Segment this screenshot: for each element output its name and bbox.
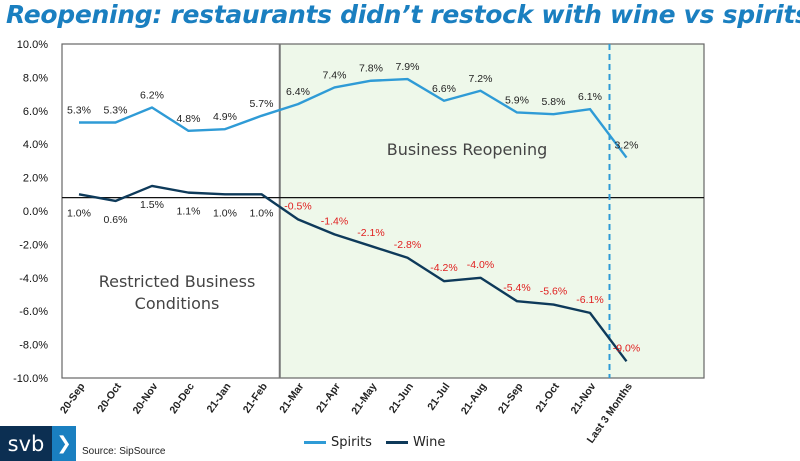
legend-label-wine: Wine	[412, 435, 446, 450]
data-label-wine: -0.5%	[284, 200, 311, 212]
data-label-wine: -6.1%	[576, 294, 603, 306]
data-label-spirits: 7.2%	[469, 73, 493, 85]
y-tick-label: -4.0%	[19, 273, 48, 285]
legend-swatch-wine	[385, 441, 408, 444]
x-tick-label: 20-Nov	[131, 381, 161, 417]
data-label-spirits: 5.9%	[505, 94, 529, 106]
data-label-wine: 1.5%	[140, 199, 164, 211]
x-tick-label: 21-Feb	[241, 381, 270, 416]
data-label-spirits: 5.3%	[67, 104, 91, 116]
legend: Spirits Wine	[304, 435, 459, 450]
logo-text: svb	[0, 426, 52, 461]
data-label-wine: -9.0%	[613, 342, 640, 354]
chevron-right-icon: ❯	[52, 426, 76, 461]
x-tick-label: 21-Jan	[205, 381, 234, 415]
data-label-spirits: 5.3%	[104, 104, 128, 116]
x-tick-label: 20-Sep	[58, 381, 88, 416]
y-tick-label: 10.0%	[17, 39, 48, 51]
data-label-wine: 1.0%	[250, 207, 274, 219]
x-tick-label: 21-Aug	[459, 381, 489, 417]
data-label-spirits: 7.4%	[323, 69, 347, 81]
data-label-spirits: 7.8%	[359, 63, 383, 75]
data-label-spirits: 4.8%	[177, 113, 201, 125]
chart-title: Reopening: restaurants didn’t restock wi…	[6, 0, 800, 29]
data-label-spirits: 6.2%	[140, 89, 164, 101]
data-label-wine: -1.4%	[321, 215, 348, 227]
x-tick-label: 20-Oct	[95, 380, 124, 414]
y-tick-label: -6.0%	[19, 306, 48, 318]
y-tick-label: 2.0%	[23, 173, 48, 185]
data-label-wine: -2.8%	[394, 239, 421, 251]
data-label-spirits: 6.6%	[432, 83, 456, 95]
data-label-wine: 1.0%	[67, 207, 91, 219]
data-label-spirits: 7.9%	[396, 61, 420, 73]
series-line-wine	[78, 184, 628, 363]
data-label-wine: -4.0%	[467, 259, 494, 271]
x-tick-label: 21-Jul	[425, 381, 452, 413]
data-label-wine: 0.6%	[104, 214, 128, 226]
data-label-wine: -4.2%	[430, 262, 457, 274]
legend-label-spirits: Spirits	[331, 435, 372, 450]
annotation-restricted: Conditions	[135, 294, 220, 313]
plot-frame	[61, 43, 705, 379]
y-tick-label: 6.0%	[23, 106, 48, 118]
y-tick-label: 8.0%	[23, 72, 48, 84]
x-tick-label: 21-Jun	[387, 381, 416, 416]
data-label-wine: 1.0%	[213, 207, 237, 219]
data-label-spirits: 4.9%	[213, 111, 237, 123]
data-label-spirits: 5.7%	[250, 98, 274, 110]
source-note: Source: SipSource	[82, 446, 166, 457]
x-tick-label: 21-Apr	[314, 381, 343, 415]
y-tick-label: 4.0%	[23, 139, 48, 151]
series-line-spirits	[79, 77, 628, 159]
reopening-shaded-region	[279, 44, 704, 378]
y-tick-label: -2.0%	[19, 239, 48, 251]
x-tick-label: 21-Nov	[569, 381, 599, 417]
x-tick-label: 21-May	[349, 381, 379, 417]
data-label-spirits: 3.2%	[615, 140, 639, 152]
x-tick-label: 20-Dec	[167, 381, 197, 416]
annotation-restricted: Restricted Business	[99, 272, 256, 291]
data-label-wine: 1.1%	[177, 206, 201, 218]
annotation-reopening: Business Reopening	[387, 140, 548, 159]
x-tick-label: 21-Sep	[496, 381, 526, 416]
legend-item-spirits: Spirits	[304, 435, 372, 450]
x-tick-label: 21-Mar	[277, 381, 306, 416]
svb-logo: svb ❯	[0, 426, 76, 461]
y-tick-label: -10.0%	[13, 373, 48, 385]
data-label-spirits: 6.1%	[578, 91, 602, 103]
data-label-spirits: 5.8%	[542, 96, 566, 108]
legend-item-wine: Wine	[385, 435, 446, 450]
data-label-wine: -5.6%	[540, 286, 567, 298]
data-label-wine: -5.4%	[503, 282, 530, 294]
data-label-spirits: 6.4%	[286, 86, 310, 98]
y-tick-label: -8.0%	[19, 340, 48, 352]
y-tick-label: 0.0%	[23, 206, 48, 218]
data-label-wine: -2.1%	[357, 227, 384, 239]
x-tick-label: 21-Oct	[533, 380, 562, 414]
legend-swatch-spirits	[304, 441, 326, 444]
